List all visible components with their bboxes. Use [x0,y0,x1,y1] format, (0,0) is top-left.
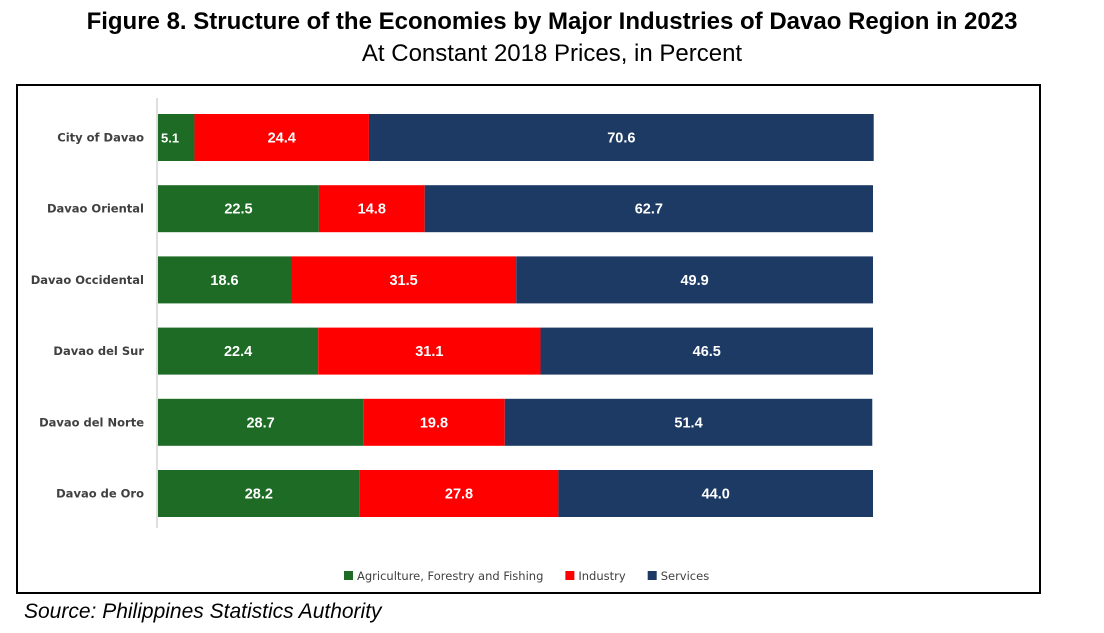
data-label: 31.5 [389,273,417,289]
bar-segment [158,470,360,517]
legend-swatch [647,571,657,580]
data-label: 46.5 [693,344,721,360]
legend-label: Industry [578,569,625,583]
data-label: 28.7 [246,415,274,431]
data-label: 49.9 [680,273,708,289]
bar-segment [158,114,195,161]
chart-title: Figure 8. Structure of the Economies by … [86,8,1018,35]
bar-segment [540,327,873,375]
bar-segment [516,256,873,304]
bar-segment [368,114,874,161]
data-label: 5.1 [161,131,179,146]
data-label: 31.1 [415,344,443,360]
data-label: 70.6 [607,131,635,147]
bar-segment [158,256,291,304]
bar-segment [558,470,873,517]
data-label: 14.8 [358,202,386,218]
data-label: 18.6 [210,273,238,289]
bar-segment [504,398,873,446]
legend-swatch [565,571,575,580]
bar-segment [158,185,319,233]
chart-subtitle: At Constant 2018 Prices, in Percent [361,40,743,67]
stacked-bar-chart: City of Davao 5.1 24.4 70.6 Davao Oriental 22… [31,98,874,583]
legend-label: Services [661,569,710,583]
data-label: 22.4 [224,344,252,360]
legend-swatch [344,571,353,580]
data-label: 19.8 [420,415,448,431]
bar-segment [194,114,369,161]
category-label: Davao del Sur [53,344,144,358]
category-label: City of Davao [57,131,144,145]
category-label: Davao de Oro [56,487,144,501]
category-label: Davao Oriental [47,202,144,216]
bar-segment [363,398,505,446]
data-label: 51.4 [674,415,702,431]
bar-segment [318,185,425,233]
data-label: 62.7 [635,202,663,218]
legend-label: Agriculture, Forestry and Fishing [357,569,543,583]
bar-segment [158,327,319,375]
chart-frame: City of Davao 5.1 24.4 70.6 Davao Oriental 22… [16,84,1041,594]
data-label: 27.8 [445,487,473,503]
bar-segment [290,256,517,304]
bar-segment [424,185,873,233]
data-label: 24.4 [268,131,296,147]
category-label: Davao del Norte [39,415,144,429]
bar-segment [318,327,541,375]
data-label: 22.5 [224,202,252,218]
bar-segment [158,398,364,446]
data-label: 28.2 [245,487,273,503]
source-note: Source: Philippines Statistics Authority [24,600,382,623]
bar-segment [359,470,559,517]
category-label: Davao Occidental [31,273,144,287]
data-label: 44.0 [702,487,730,503]
